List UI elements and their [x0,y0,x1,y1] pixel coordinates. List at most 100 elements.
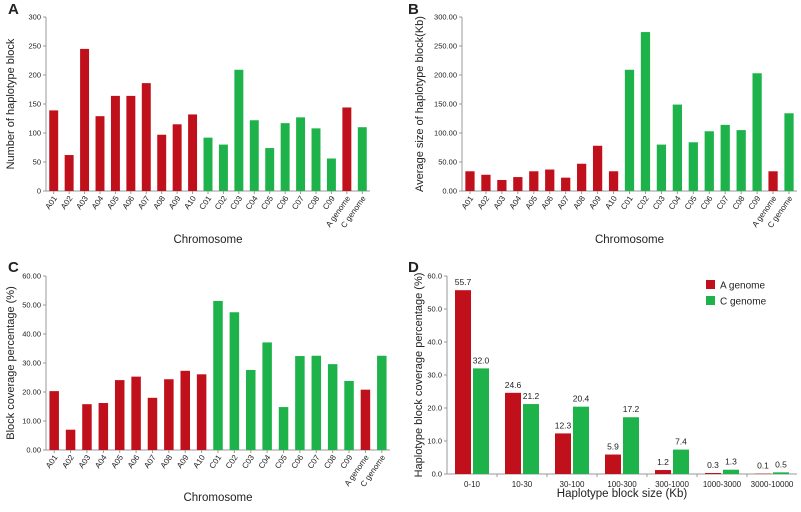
x-tick-label: A03 [74,194,90,211]
x-tick-label: A05 [524,194,540,211]
x-tick-label: C07 [290,194,306,212]
bar [311,355,322,450]
data-label: 0.1 [757,461,769,471]
bar [473,368,489,474]
bar [126,95,136,191]
y-tick-label: 150.00 [434,100,457,109]
data-label: 5.9 [607,442,619,452]
y-tick-label: 150 [28,100,41,109]
y-tick-label: 50.0 [427,305,442,314]
bar [344,380,354,450]
data-label: 55.7 [455,277,472,287]
bar [49,110,59,191]
bar [752,73,762,191]
x-tick-label: A05 [110,453,126,470]
x-tick-label: C04 [257,453,273,471]
panel-letter: C [8,259,19,276]
bar [342,107,352,191]
x-tick-label: C01 [619,194,635,212]
bar [705,473,721,474]
bar [64,155,74,191]
bar [65,429,76,450]
bar [229,312,240,450]
bar [673,449,689,474]
bar [555,433,571,474]
x-tick-label: A05 [105,194,121,211]
data-label: 1.2 [657,457,669,467]
bar [180,370,190,450]
x-tick-label: A10 [191,453,207,470]
bar [513,177,523,191]
y-tick-label: 300.00 [434,13,457,22]
bar [296,117,306,191]
data-label: 12.3 [555,420,572,430]
data-label: 24.6 [505,380,522,390]
x-tick-label: C01 [208,453,224,471]
x-tick-label: C07 [715,194,731,212]
bar [465,171,475,191]
x-tick-label: A07 [142,453,158,470]
x-tick-label: A10 [603,194,619,211]
x-tick-label: C08 [322,453,338,471]
x-tick-label: 100-300 [607,480,637,489]
x-tick-label: A03 [492,194,508,211]
bar [704,131,714,191]
data-label: 1.3 [725,457,737,467]
y-axis-label: Average size of haplotype block(Kb) [414,16,426,192]
y-tick-label: 250 [28,42,41,51]
bar [196,374,207,450]
y-tick-label: 40.00 [22,330,41,339]
x-tick-label: A01 [44,453,60,470]
legend-swatch [706,296,715,305]
x-tick-label: C06 [289,453,305,471]
y-tick-label: 40.0 [427,338,442,347]
data-label: 17.2 [623,404,640,414]
x-tick-label: C07 [306,453,322,471]
x-tick-label: 1000-3000 [703,480,742,489]
x-tick-label: 10-30 [512,480,533,489]
y-tick-label: 250.00 [434,42,457,51]
bar [545,169,555,191]
bar [784,113,794,191]
bar [327,364,338,450]
data-label: 32.0 [473,355,490,365]
x-axis-label: Chromosome [183,492,252,504]
y-axis-label: Haplotype block coverage percentage (%) [413,273,425,478]
y-tick-label: 300 [28,13,41,22]
x-tick-label: C08 [731,194,747,212]
y-tick-label: 100.00 [434,129,457,138]
legend-label: C genome [720,297,767,308]
panel-letter: D [408,259,419,276]
y-tick-label: 60.00 [22,272,41,281]
x-tick-label: C05 [273,453,289,471]
bar [172,124,182,191]
y-tick-label: 50 [33,158,41,167]
legend-label: A genome [720,281,765,292]
x-tick-label: 300-1000 [655,480,689,489]
x-tick-label: C04 [667,194,683,212]
x-tick-label: A02 [59,194,75,211]
x-tick-label: C01 [198,194,214,212]
bar [360,389,371,450]
y-tick-label: 50.00 [22,301,41,310]
y-tick-label: 0.00 [26,446,41,455]
bar [326,158,336,191]
bar [720,124,730,191]
x-tick-label: C05 [259,194,275,212]
y-tick-label: 100 [28,129,41,138]
bar [455,290,471,474]
x-tick-label: C03 [651,194,667,212]
bar [147,397,158,450]
x-tick-label: 30-100 [560,480,585,489]
x-tick-label: C02 [213,194,229,212]
y-tick-label: 0.00 [442,187,457,196]
y-tick-label: 200 [28,71,41,80]
x-tick-label: A09 [175,453,191,470]
bar [131,376,141,450]
chart-panel-b: B 0.00 50.00 100.00 150.00 200.00 250.00 300.00… [408,1,797,246]
y-tick-label: 60.0 [427,272,442,281]
x-axis-label: Chromosome [595,234,664,246]
bar [573,406,589,474]
bar [164,379,174,450]
bar [640,32,651,191]
